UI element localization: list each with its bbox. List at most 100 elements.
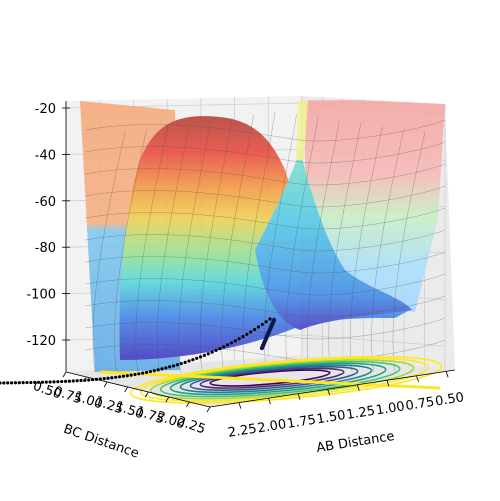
- trajectory-point: [48, 380, 52, 384]
- ab-tick-mark: [238, 402, 242, 409]
- mesh-line: [92, 131, 126, 373]
- trajectory-point: [202, 353, 207, 357]
- ab-axis-label: AB Distance: [315, 429, 395, 456]
- trajectory-point: [256, 325, 261, 329]
- trajectory-point: [144, 370, 149, 374]
- ab-tick-mark: [445, 371, 449, 378]
- trajectory-point: [252, 327, 257, 332]
- ab-tick-mark: [416, 375, 419, 382]
- ab-ticks: 2.252.001.751.501.251.000.750.50: [227, 371, 465, 441]
- trajectory-point: [25, 380, 29, 385]
- contour-line: [99, 370, 441, 390]
- valley-surface: [255, 150, 412, 330]
- bc-tick-mark: [124, 386, 129, 393]
- ab-tick-label: 2.25: [227, 422, 258, 441]
- trajectory-point: [160, 367, 164, 371]
- trajectory-point: [198, 355, 203, 359]
- trajectory-point: [187, 359, 191, 363]
- ab-axis-line: [209, 369, 456, 408]
- ab-tick-label: 1.75: [286, 413, 317, 432]
- bc-tick-mark: [83, 376, 87, 383]
- z-tick-label: -120: [26, 334, 56, 349]
- ab-tick-label: 2.00: [256, 417, 287, 436]
- ab-tick-label: 0.50: [434, 390, 465, 409]
- trajectory-point: [179, 361, 183, 366]
- ab-tick-mark: [356, 384, 360, 391]
- mesh-line: [199, 117, 233, 373]
- trajectory-point: [206, 352, 210, 356]
- trajectory-point: [156, 368, 160, 372]
- trajectory-point: [36, 380, 41, 384]
- trajectory-point: [229, 341, 234, 345]
- mesh-line: [84, 163, 446, 186]
- mesh-line: [84, 119, 446, 142]
- trajectory-point: [129, 373, 133, 377]
- z-gridline-right: [301, 334, 446, 347]
- trajectory-point: [110, 376, 114, 380]
- trajectory-point: [152, 369, 156, 373]
- trajectory-point: [218, 347, 222, 351]
- trajectory-point: [233, 339, 237, 343]
- ab-tick-label: 1.25: [345, 404, 376, 423]
- trajectory-point: [33, 380, 37, 385]
- z-ticks: -20 -40 -60 -80 -100 -120: [26, 102, 70, 349]
- mesh-line: [242, 111, 276, 373]
- z-tick-label: -40: [35, 148, 56, 163]
- bc-tick-mark: [206, 406, 211, 413]
- trajectory-point: [171, 364, 176, 368]
- ab-tick-label: 1.50: [316, 408, 347, 427]
- mesh-line: [285, 117, 319, 373]
- trajectory-point: [222, 345, 226, 349]
- trajectory-point: [102, 377, 106, 381]
- z-tick-label: -80: [35, 241, 56, 256]
- trajectory-point: [264, 320, 268, 324]
- mesh-line: [135, 126, 169, 373]
- ab-tick-label: 1.00: [375, 399, 406, 418]
- trajectory-point: [67, 379, 72, 383]
- mesh-line: [84, 251, 446, 274]
- mesh-line: [349, 126, 383, 373]
- contour-line: [130, 355, 443, 404]
- energy-surface: [80, 100, 446, 373]
- trajectory-point: [268, 317, 272, 321]
- bc-tick-mark: [103, 381, 108, 388]
- ab-tick-mark: [386, 380, 390, 387]
- mesh-line: [84, 295, 446, 318]
- trajectory-point: [6, 381, 10, 385]
- mesh-line: [114, 129, 147, 373]
- trajectory-point: [44, 380, 48, 384]
- z-tick-label: -100: [26, 288, 56, 303]
- trajectory-point: [249, 330, 253, 334]
- mesh-line: [84, 141, 446, 164]
- contour-line: [149, 359, 415, 400]
- trajectory-point: [225, 343, 230, 347]
- trajectory-point: [164, 366, 168, 370]
- trajectory-point: [260, 322, 264, 327]
- trajectory-point: [60, 379, 64, 384]
- contour-line: [199, 367, 345, 389]
- ab-tick-label: 0.75: [404, 395, 435, 414]
- trajectory-point: [237, 337, 241, 341]
- bc-tick-mark: [62, 371, 67, 378]
- trajectory-point: [87, 378, 91, 382]
- mesh-line: [84, 229, 446, 252]
- trajectory-point: [125, 374, 129, 378]
- trajectory-point: [183, 360, 187, 364]
- trajectory-point: [56, 380, 60, 384]
- trajectory-point: [0, 381, 2, 385]
- trajectory-point: [75, 379, 79, 383]
- mesh-line: [84, 207, 446, 230]
- trajectory-point: [137, 372, 141, 376]
- mesh-line: [392, 131, 426, 373]
- trajectory-point: [191, 358, 195, 362]
- trajectory-point: [121, 374, 126, 378]
- contour-line: [159, 360, 401, 398]
- bc-axis-label: BC Distance: [61, 422, 140, 462]
- mesh-line: [84, 185, 446, 208]
- mesh-line: [84, 317, 446, 340]
- trajectory-point: [195, 356, 199, 360]
- mesh-line: [221, 114, 254, 373]
- trajectory-point: [148, 369, 153, 374]
